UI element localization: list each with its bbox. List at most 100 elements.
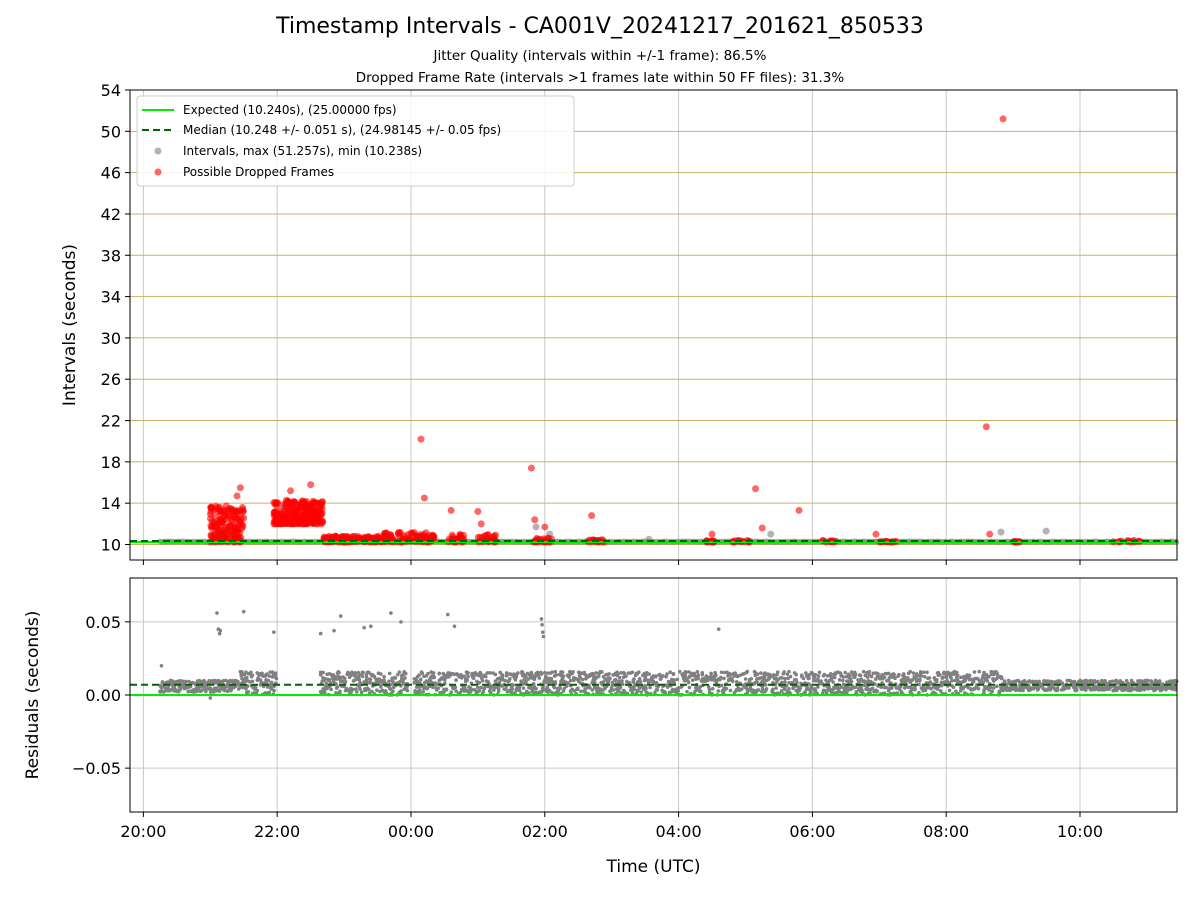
residual-point [771,687,775,692]
residual-point [763,683,768,687]
dropped-frame-point [477,520,485,528]
residual-point [914,677,919,682]
residual-point [560,670,565,675]
residual-point [941,675,945,679]
residual-point [417,685,421,689]
residual-point [533,674,538,679]
residual-outlier-point [318,631,323,636]
residual-point [739,687,744,692]
residual-point [550,670,554,674]
residual-point [534,686,538,691]
residual-point [917,682,921,687]
residual-point [745,669,750,674]
residual-point [630,670,635,675]
residual-point [588,685,592,690]
residual-point [695,670,700,674]
residual-point [788,674,793,679]
residual-point [787,669,791,674]
residual-point [995,676,999,681]
residual-point [418,677,423,682]
residual-point [710,686,715,691]
dropped-frame-point [382,529,390,537]
residual-point [935,687,940,691]
residual-point [829,675,834,679]
dropped-frame-point [317,520,325,528]
residual-point [895,691,900,695]
residual-point [822,672,827,677]
residual-point [782,670,786,674]
residual-point [172,686,177,691]
y-tick-label: 0.05 [85,613,121,632]
residual-point [335,685,340,689]
dropped-frame-point [236,484,244,492]
residual-point [709,671,713,676]
residual-point [840,678,845,683]
dropped-frame-point [372,533,380,541]
dropped-frame-point [588,512,596,520]
residual-point [562,686,566,691]
y-tick-label: 22 [101,412,121,431]
dropped-frame-point [214,508,222,516]
dropped-frame-point [279,520,287,528]
residual-outlier-point [540,630,545,634]
residual-point [617,675,622,680]
dropped-frame-point [474,507,482,515]
residual-point [354,687,358,691]
dropped-frame-point [287,487,295,495]
residual-point [535,670,540,675]
residual-point [1110,679,1115,684]
residual-point [1157,679,1162,683]
x-tick-label: 06:00 [789,822,835,841]
dropped-frame-point [271,520,279,528]
residual-point [746,689,750,694]
dropped-frame-point [430,532,438,540]
residual-point [919,674,924,678]
residual-point [431,671,436,675]
residual-point [949,676,953,680]
dropped-frame-point [290,504,298,512]
residual-point [897,672,901,677]
residual-point [893,676,897,680]
dropped-frame-point [318,498,326,506]
residual-point [988,685,993,690]
residual-point [961,686,965,691]
residual-point [1072,679,1077,684]
residual-point [357,677,362,682]
residual-point [939,683,944,688]
residual-point [590,688,595,692]
residual-point [244,686,248,691]
residual-point [266,678,271,683]
residual-point [405,688,410,693]
dropped-frame-point [298,520,306,528]
residual-point [982,690,986,695]
x-tick-label: 08:00 [923,822,969,841]
residual-point [910,678,915,682]
y-tick-label: 0.00 [85,686,121,705]
residual-point [707,687,712,692]
residual-points [158,609,1179,700]
residual-point [245,675,249,680]
residual-point [648,685,652,690]
residual-point [267,674,272,678]
residual-point [329,687,333,692]
residual-point [618,685,623,690]
residual-point [521,686,526,690]
residual-point [444,687,449,691]
residual-point [553,680,558,684]
residual-point [568,678,573,683]
residual-point [934,677,939,682]
residual-point [981,680,986,685]
dropped-frame-point [279,513,287,521]
residual-point [868,691,872,695]
residual-point [653,675,658,679]
dropped-frame-point [476,533,484,541]
residual-point [638,680,643,684]
residual-point [995,673,1000,678]
residual-point [795,680,799,685]
y-tick-label: 46 [101,164,121,183]
residual-point [367,670,371,675]
dropped-frame-point [281,500,289,508]
residual-point [800,673,804,678]
residual-point [274,676,279,681]
residual-point [841,682,846,687]
